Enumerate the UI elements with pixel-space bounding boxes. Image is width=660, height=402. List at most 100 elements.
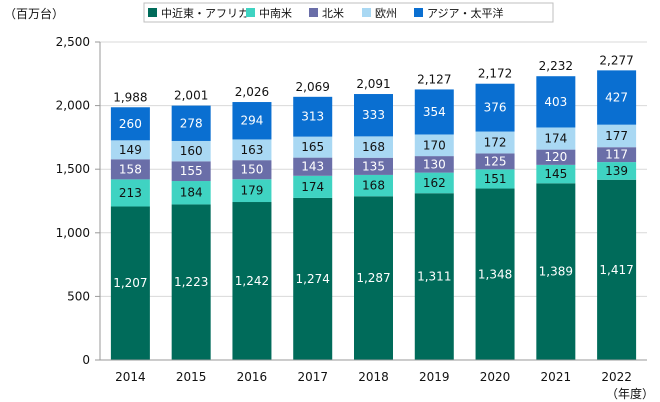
x-tick-label: 2018 xyxy=(358,370,389,384)
bar-segment xyxy=(536,76,576,128)
data-label: 174 xyxy=(544,132,567,146)
bars: 1,207 213 158 149 260 1,988 1,223 184 155 160 278 2… xyxy=(110,53,637,360)
bar-segment xyxy=(293,157,333,176)
total-label: 2,277 xyxy=(599,53,633,67)
bar-segment xyxy=(110,159,150,180)
data-label: 168 xyxy=(362,179,385,193)
bar-segment xyxy=(232,139,272,161)
legend-swatch xyxy=(309,8,318,17)
legend-swatch xyxy=(246,8,255,17)
data-label: 1,207 xyxy=(113,276,147,290)
total-label: 2,001 xyxy=(174,89,208,103)
bar-segment xyxy=(293,96,333,137)
bar-segment xyxy=(171,204,211,360)
data-label: 1,274 xyxy=(296,272,330,286)
data-label: 260 xyxy=(119,117,142,131)
data-label: 151 xyxy=(484,172,507,186)
x-tick-label: 2019 xyxy=(419,370,450,384)
bar-segment xyxy=(475,169,515,189)
data-label: 313 xyxy=(301,110,324,124)
y-tick-label: 2,000 xyxy=(56,99,90,113)
bar-segment xyxy=(354,157,393,175)
bar-segment xyxy=(110,107,150,141)
x-tick-label: 2016 xyxy=(237,370,268,384)
bar-segment xyxy=(536,183,576,360)
data-label: 143 xyxy=(301,160,324,174)
data-label: 213 xyxy=(119,186,142,200)
bar-segment xyxy=(597,124,637,148)
bar-segment xyxy=(597,70,637,125)
bar-segment xyxy=(232,102,272,140)
total-label: 2,232 xyxy=(539,59,573,73)
bar-segment xyxy=(293,175,333,198)
bar-segment xyxy=(414,193,454,360)
data-label: 165 xyxy=(301,140,324,154)
data-label: 145 xyxy=(544,167,567,181)
data-label: 135 xyxy=(362,159,385,173)
y-tick-label: 1,000 xyxy=(56,226,90,240)
legend-label: 欧州 xyxy=(375,7,397,20)
data-label: 160 xyxy=(180,144,203,158)
bar-segment xyxy=(354,174,393,197)
bar-segment xyxy=(293,136,333,158)
data-label: 177 xyxy=(605,129,628,143)
total-label: 2,172 xyxy=(478,67,512,81)
legend-swatch xyxy=(362,8,371,17)
bar-segment xyxy=(475,188,515,360)
bar-segment xyxy=(110,179,150,207)
data-label: 1,417 xyxy=(599,263,633,277)
data-label: 172 xyxy=(484,135,507,149)
bar-segment xyxy=(597,179,637,360)
data-label: 120 xyxy=(544,150,567,164)
y-tick-label: 1,500 xyxy=(56,162,90,176)
legend-label: 中南米 xyxy=(259,7,292,20)
bar-segment xyxy=(536,164,576,184)
bar-segment xyxy=(536,149,576,165)
x-tick-label: 2020 xyxy=(480,370,511,384)
x-tick-label: 2017 xyxy=(297,370,328,384)
data-label: 333 xyxy=(362,108,385,122)
data-label: 427 xyxy=(605,91,628,105)
data-label: 139 xyxy=(605,164,628,178)
y-tick-label: 0 xyxy=(82,353,90,367)
data-label: 149 xyxy=(119,143,142,157)
data-label: 170 xyxy=(423,138,446,152)
data-label: 1,287 xyxy=(356,271,390,285)
data-label: 403 xyxy=(544,95,567,109)
bar-segment xyxy=(414,172,454,194)
data-label: 155 xyxy=(180,164,203,178)
legend-swatch xyxy=(148,8,157,17)
total-label: 2,026 xyxy=(235,85,269,99)
bar-segment xyxy=(414,134,454,157)
bar-segment xyxy=(536,127,576,150)
data-label: 174 xyxy=(301,180,324,194)
y-tick-label: 2,500 xyxy=(56,35,90,49)
bar-segment xyxy=(171,161,211,182)
legend-box xyxy=(143,2,554,23)
data-label: 168 xyxy=(362,140,385,154)
bar-segment xyxy=(354,94,393,137)
bar-segment xyxy=(171,140,211,162)
data-label: 1,223 xyxy=(174,275,208,289)
bar-segment xyxy=(110,140,150,160)
y-axis: 0 500 1,000 1,500 2,000 2,500 xyxy=(56,35,101,367)
bar-segment xyxy=(232,202,272,360)
data-label: 150 xyxy=(240,163,263,177)
bar-segment xyxy=(597,162,637,180)
legend-label: アジア・太平洋 xyxy=(427,6,504,20)
x-unit-label: （年度） xyxy=(606,386,654,401)
data-label: 184 xyxy=(180,186,203,200)
y-tick-label: 500 xyxy=(67,289,90,303)
total-label: 2,127 xyxy=(417,72,451,86)
data-label: 376 xyxy=(484,101,507,115)
data-label: 1,389 xyxy=(539,265,573,279)
data-label: 130 xyxy=(423,157,446,171)
total-label: 1,988 xyxy=(113,90,147,104)
legend-label: 中近東・アフリカ xyxy=(161,7,249,20)
data-label: 162 xyxy=(423,176,446,190)
bar-segment xyxy=(475,153,515,170)
data-label: 163 xyxy=(240,143,263,157)
bar-segment xyxy=(354,136,393,158)
data-label: 1,311 xyxy=(417,270,451,284)
